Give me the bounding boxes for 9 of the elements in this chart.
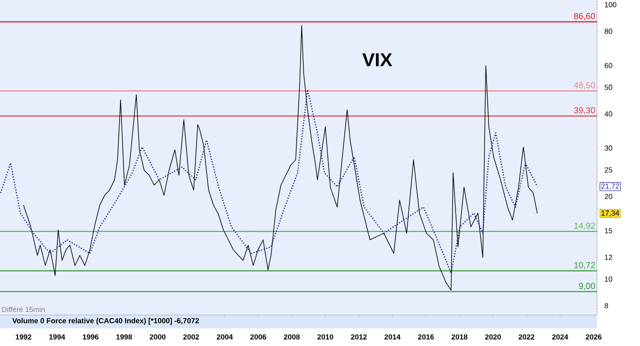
ref-line-label: 10,72 <box>574 262 595 270</box>
ref-line-label: 9,00 <box>578 282 596 290</box>
line-series <box>0 89 538 274</box>
ref-line-label: 48,50 <box>574 82 596 90</box>
ref-line-label: 39,30 <box>574 107 596 114</box>
text: VIX <box>362 53 392 66</box>
ref-line-label: 14,92 <box>574 222 595 230</box>
line-series <box>23 25 538 291</box>
ref-line-label: 86,60 <box>574 13 596 20</box>
